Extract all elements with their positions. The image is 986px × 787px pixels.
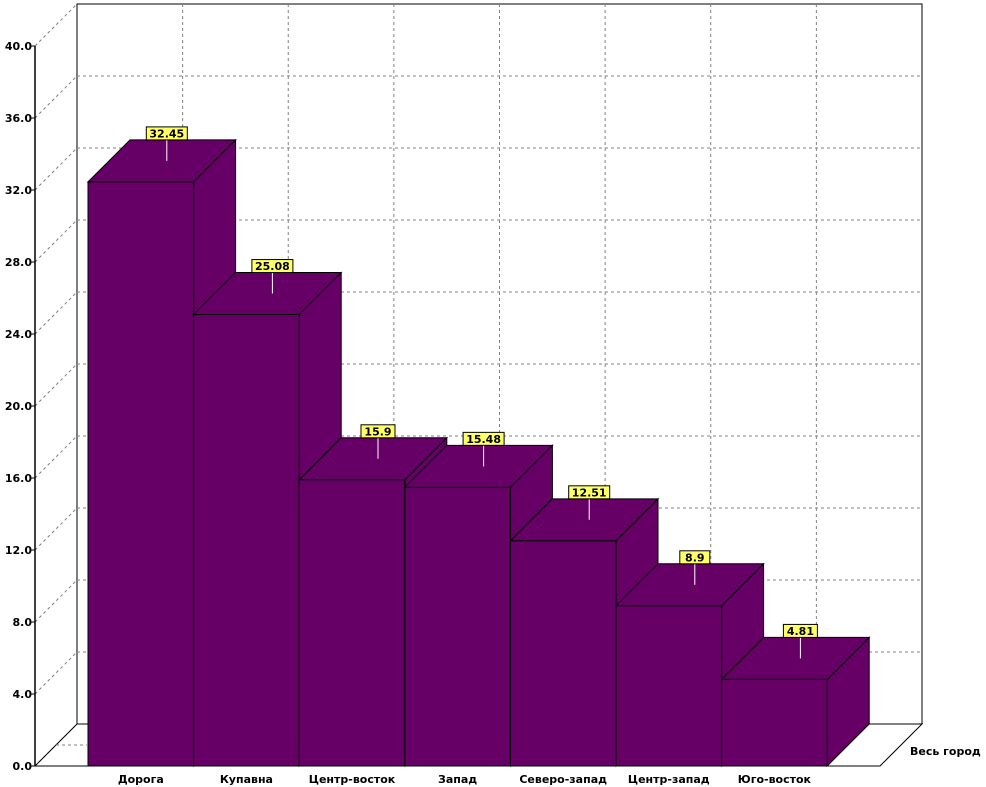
y-tick-label: 40.0 bbox=[5, 40, 32, 53]
value-label-box bbox=[251, 259, 294, 274]
grid-line-side bbox=[34, 75, 78, 119]
value-label-box bbox=[360, 424, 396, 439]
grid-line-side bbox=[34, 435, 78, 479]
grid-line-side bbox=[34, 579, 78, 623]
series-label: Весь город bbox=[910, 745, 981, 758]
y-axis: 0.0 4.0 8.0 12.0 16.0 20.0 24.0 28.0 32.0 36.0 40.… bbox=[5, 40, 880, 773]
category-label: Дорога bbox=[118, 773, 164, 786]
bar-front bbox=[193, 314, 300, 767]
bars bbox=[86, 138, 871, 768]
category-label: Запад bbox=[438, 773, 477, 786]
value-label: 15.48 bbox=[466, 433, 501, 446]
y-tick-label: 36.0 bbox=[5, 112, 32, 125]
y-tick-label: 24.0 bbox=[5, 328, 32, 341]
y-tick-label: 4.0 bbox=[13, 688, 33, 701]
grid-line-side bbox=[34, 651, 78, 695]
grid-line-side bbox=[34, 291, 78, 335]
category-label: Центр-запад bbox=[628, 773, 710, 786]
value-label-box bbox=[145, 126, 188, 141]
category-label: Центр-восток bbox=[309, 773, 396, 786]
value-label-box bbox=[568, 485, 611, 500]
bar-front bbox=[615, 605, 723, 767]
value-label-box bbox=[782, 623, 818, 638]
value-label: 25.08 bbox=[255, 260, 290, 273]
bar-front bbox=[87, 181, 195, 767]
category-label: Юго-восток bbox=[738, 773, 812, 786]
bar-front bbox=[298, 479, 406, 767]
y-tick-label: 12.0 bbox=[5, 544, 32, 557]
y-tick-label: 20.0 bbox=[5, 400, 32, 413]
value-label-box bbox=[679, 550, 711, 565]
value-label: 32.45 bbox=[149, 127, 184, 140]
grid-line-side bbox=[34, 363, 78, 407]
category-labels: Дорога Купавна Центр-восток Запад Северо-зап… bbox=[118, 773, 812, 786]
grid-line-side bbox=[34, 507, 78, 551]
grid-line-side bbox=[34, 219, 78, 263]
y-tick-label: 8.0 bbox=[13, 616, 33, 629]
value-labels: 32.45 25.08 15.9 15.48 12.51 8.9 4.81 bbox=[145, 126, 818, 659]
value-label: 12.51 bbox=[572, 486, 607, 499]
y-tick-label: 28.0 bbox=[5, 256, 32, 269]
value-label-box bbox=[462, 431, 505, 446]
y-tick-label: 32.0 bbox=[5, 184, 32, 197]
bar-front bbox=[721, 678, 828, 767]
bar-front bbox=[509, 540, 617, 767]
value-label: 4.81 bbox=[787, 625, 814, 638]
category-label: Купавна bbox=[220, 773, 273, 786]
category-label: Северо-запад bbox=[519, 773, 607, 786]
grid-line-side bbox=[34, 3, 78, 47]
y-tick-label: 0.0 bbox=[13, 760, 33, 773]
value-label: 15.9 bbox=[364, 425, 391, 438]
value-label: 8.9 bbox=[685, 551, 705, 564]
y-tick-label: 16.0 bbox=[5, 472, 32, 485]
grid-line-side bbox=[34, 147, 78, 191]
bar-front bbox=[404, 486, 511, 767]
bar bbox=[720, 636, 871, 768]
